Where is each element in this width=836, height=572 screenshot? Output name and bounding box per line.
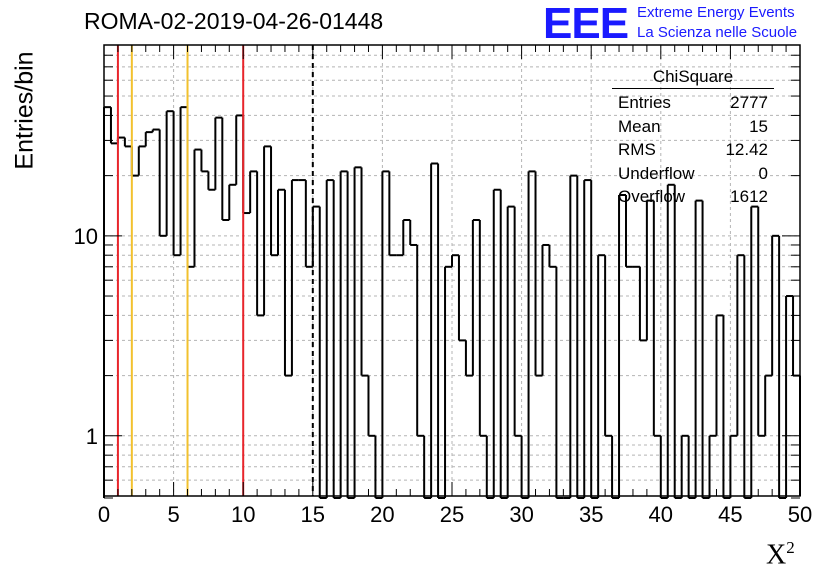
y-axis-label: Entries/bin <box>10 51 39 170</box>
x-tick-label: 0 <box>98 502 110 527</box>
stats-value: 1612 <box>730 187 768 206</box>
x-tick-label: 50 <box>788 502 812 527</box>
stats-row: RMS 12.42 <box>612 138 774 162</box>
stats-title: ChiSquare <box>612 67 774 89</box>
stats-label: Mean <box>618 116 661 136</box>
axes: 0 5 10 15 20 25 30 35 40 45 50 1 10 <box>74 44 812 527</box>
stats-row: Underflow 0 <box>612 162 774 186</box>
x-tick-label: 40 <box>649 502 673 527</box>
logo-caption: Extreme Energy Events La Scienza nelle S… <box>637 3 797 43</box>
stats-row: Overflow 1612 <box>612 185 774 209</box>
stats-label: Overflow <box>618 187 686 206</box>
eee-logo: EEE <box>543 0 629 48</box>
logo-caption-line2: La Scienza nelle Scuole <box>637 24 798 41</box>
x-axis-label-sup: 2 <box>786 538 795 557</box>
x-axis-label: X2 <box>766 538 795 571</box>
stats-label: Underflow <box>618 163 695 183</box>
stats-box: ChiSquare Entries 2777 Mean 15 RMS 12.42 Un… <box>612 67 774 209</box>
x-tick-label: 5 <box>167 502 179 527</box>
stats-value: 12.42 <box>725 140 768 159</box>
x-tick-label: 25 <box>440 502 464 527</box>
logo-caption-line1: Extreme Energy Events <box>637 4 795 21</box>
x-tick-label: 15 <box>301 502 325 527</box>
x-tick-label: 30 <box>509 502 533 527</box>
chart-title: ROMA-02-2019-04-26-01448 <box>84 8 384 34</box>
threshold-lines <box>116 45 314 496</box>
stats-value: 15 <box>749 116 768 136</box>
stats-row: Mean 15 <box>612 115 774 139</box>
stats-value: 2777 <box>730 93 768 112</box>
x-tick-label: 35 <box>579 502 603 527</box>
stats-value: 0 <box>758 163 768 183</box>
x-tick-label: 45 <box>718 502 742 527</box>
y-tick-label: 10 <box>74 224 98 249</box>
x-tick-label: 10 <box>231 502 255 527</box>
stats-label: RMS <box>618 140 656 159</box>
stats-label: Entries <box>618 93 671 112</box>
y-tick-label: 1 <box>86 424 98 449</box>
x-tick-label: 20 <box>370 502 394 527</box>
x-axis-label-base: X <box>766 539 787 571</box>
stats-row: Entries 2777 <box>612 91 774 115</box>
